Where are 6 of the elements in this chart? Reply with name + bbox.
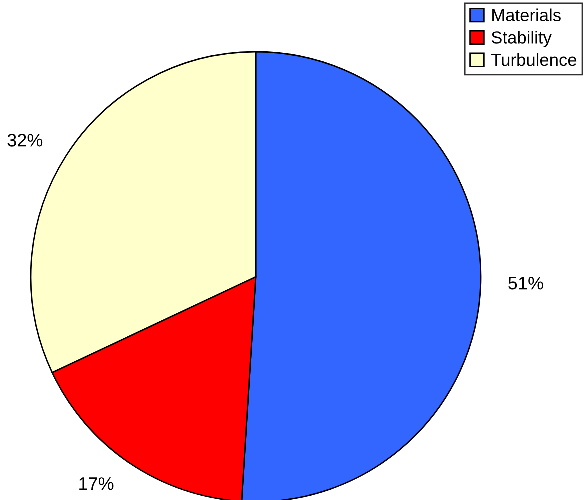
legend-label: Turbulence [492, 53, 577, 66]
legend-label: Stability [492, 31, 552, 48]
data-label: 32% [8, 134, 43, 147]
data-label: 17% [80, 478, 114, 490]
data-label: 51% [508, 277, 544, 290]
legend-label: Materials [492, 8, 561, 22]
